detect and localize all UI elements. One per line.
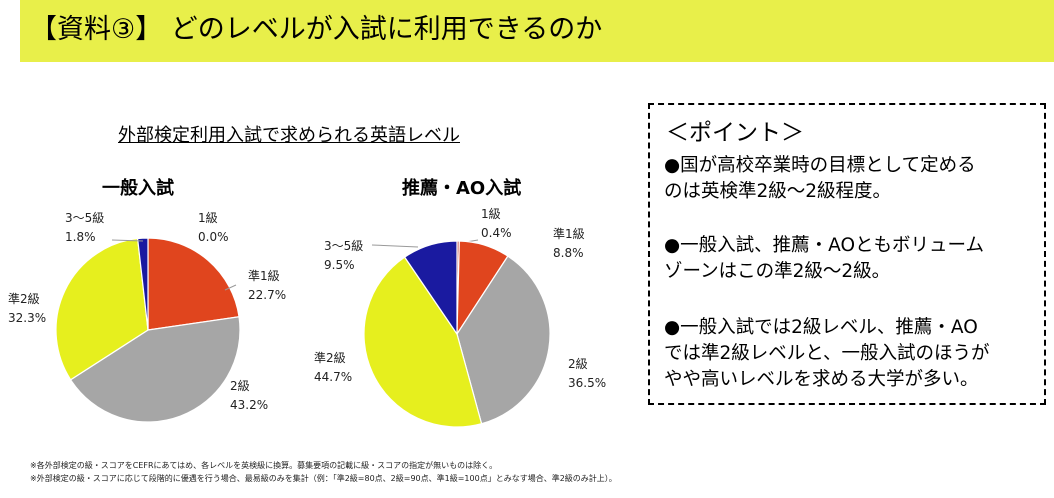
slice-label: 準2級: [314, 350, 346, 365]
slice-value-label: 9.5%: [324, 258, 355, 272]
point-line: ●一般入試、推薦・AOともボリューム: [664, 235, 984, 256]
slice-label: 準2級: [8, 291, 40, 306]
slice-value-label: 1.8%: [65, 230, 96, 244]
footnote: ※各外部検定の級・スコアをCEFRにあてはめ、各レベルを英検級に換算。募集要項の…: [30, 461, 498, 470]
pie-slice: [55, 237, 149, 381]
slice-label: 準1級: [553, 226, 585, 241]
slice-label: 準1級: [248, 268, 280, 283]
slice-value-label: 43.2%: [230, 398, 268, 412]
pie-title-general: 一般入試: [102, 178, 174, 199]
slice-value-label: 44.7%: [314, 370, 352, 384]
slice-label: 3～5級: [324, 239, 363, 253]
leader-line: [111, 239, 144, 242]
point-line: ゾーンはこの準2級～2級。: [664, 261, 891, 282]
page-title: 【資料③】 どのレベルが入試に利用できるのか: [30, 14, 603, 45]
point-bullet-1: ●国が高校卒業時の目標として定める のは英検準2級～2級程度。: [664, 153, 1040, 205]
point-line: のは英検準2級～2級程度。: [664, 181, 892, 202]
slice-value-label: 32.3%: [8, 311, 46, 325]
pie-slice: [403, 240, 458, 336]
point-line: ●国が高校卒業時の目標として定める: [664, 155, 976, 176]
leader-line: [224, 284, 237, 291]
pie-charts: 1級 0.0% 準1級 22.7% 2級 43.2% 準2級 32.3% 3～5級 1.8% 1級…: [8, 207, 606, 428]
pie-chart-general: 1級 0.0% 準1級 22.7% 2級 43.2% 準2級 32.3% 3～5級 1.8%: [8, 211, 286, 423]
point-bullet-3: ●一般入試では2級レベル、推薦・AO では準2級レベルと、一般入試のほうが やや…: [664, 315, 1040, 393]
point-bullet-2: ●一般入試、推薦・AOともボリューム ゾーンはこの準2級～2級。: [664, 233, 1040, 285]
slice-value-label: 22.7%: [248, 288, 286, 302]
pie-slice: [363, 256, 483, 428]
slice-label: 3～5級: [65, 211, 104, 225]
footnotes: ※各外部検定の級・スコアをCEFRにあてはめ、各レベルを英検級に換算。募集要項の…: [30, 459, 617, 485]
pie-slice: [147, 237, 240, 331]
footnote: ※外部検定の級・スコアに応じて段階的に優遇を行う場合、最易級のみを集計（例：「準…: [30, 474, 617, 483]
slice-label: 2級: [230, 379, 250, 393]
slice-value-label: 0.0%: [198, 230, 229, 244]
chart-group-title: 外部検定利用入試で求められる英語レベル: [118, 125, 460, 146]
header-banner: 【資料③】 どのレベルが入試に利用できるのか: [20, 0, 1054, 62]
point-title: ＜ポイント＞: [666, 120, 804, 146]
slice-label: 1級: [198, 211, 218, 225]
pie-slice: [136, 237, 149, 331]
point-box: ＜ポイント＞ ●国が高校卒業時の目標として定める のは英検準2級～2級程度。 ●…: [648, 103, 1046, 405]
leader-line: [371, 244, 419, 248]
slice-label: 1級: [481, 207, 501, 221]
slice-value-label: 36.5%: [568, 376, 606, 390]
pie-slice: [69, 316, 241, 423]
pie-title-recommend: 推薦・AO入試: [402, 178, 522, 199]
point-line: ●一般入試では2級レベル、推薦・AO: [664, 317, 978, 338]
slice-value-label: 0.4%: [481, 226, 512, 240]
pie-slice: [456, 255, 551, 425]
pie-chart-recommend: 1級 0.4% 準1級 8.8% 2級 36.5% 準2級 44.7% 3～5級 9.5%: [314, 207, 606, 428]
slice-value-label: 8.8%: [553, 246, 584, 260]
slice-label: 2級: [568, 357, 588, 371]
point-line: では準2級レベルと、一般入試のほうが: [664, 343, 990, 364]
point-line: やや高いレベルを求める大学が多い。: [664, 369, 979, 390]
